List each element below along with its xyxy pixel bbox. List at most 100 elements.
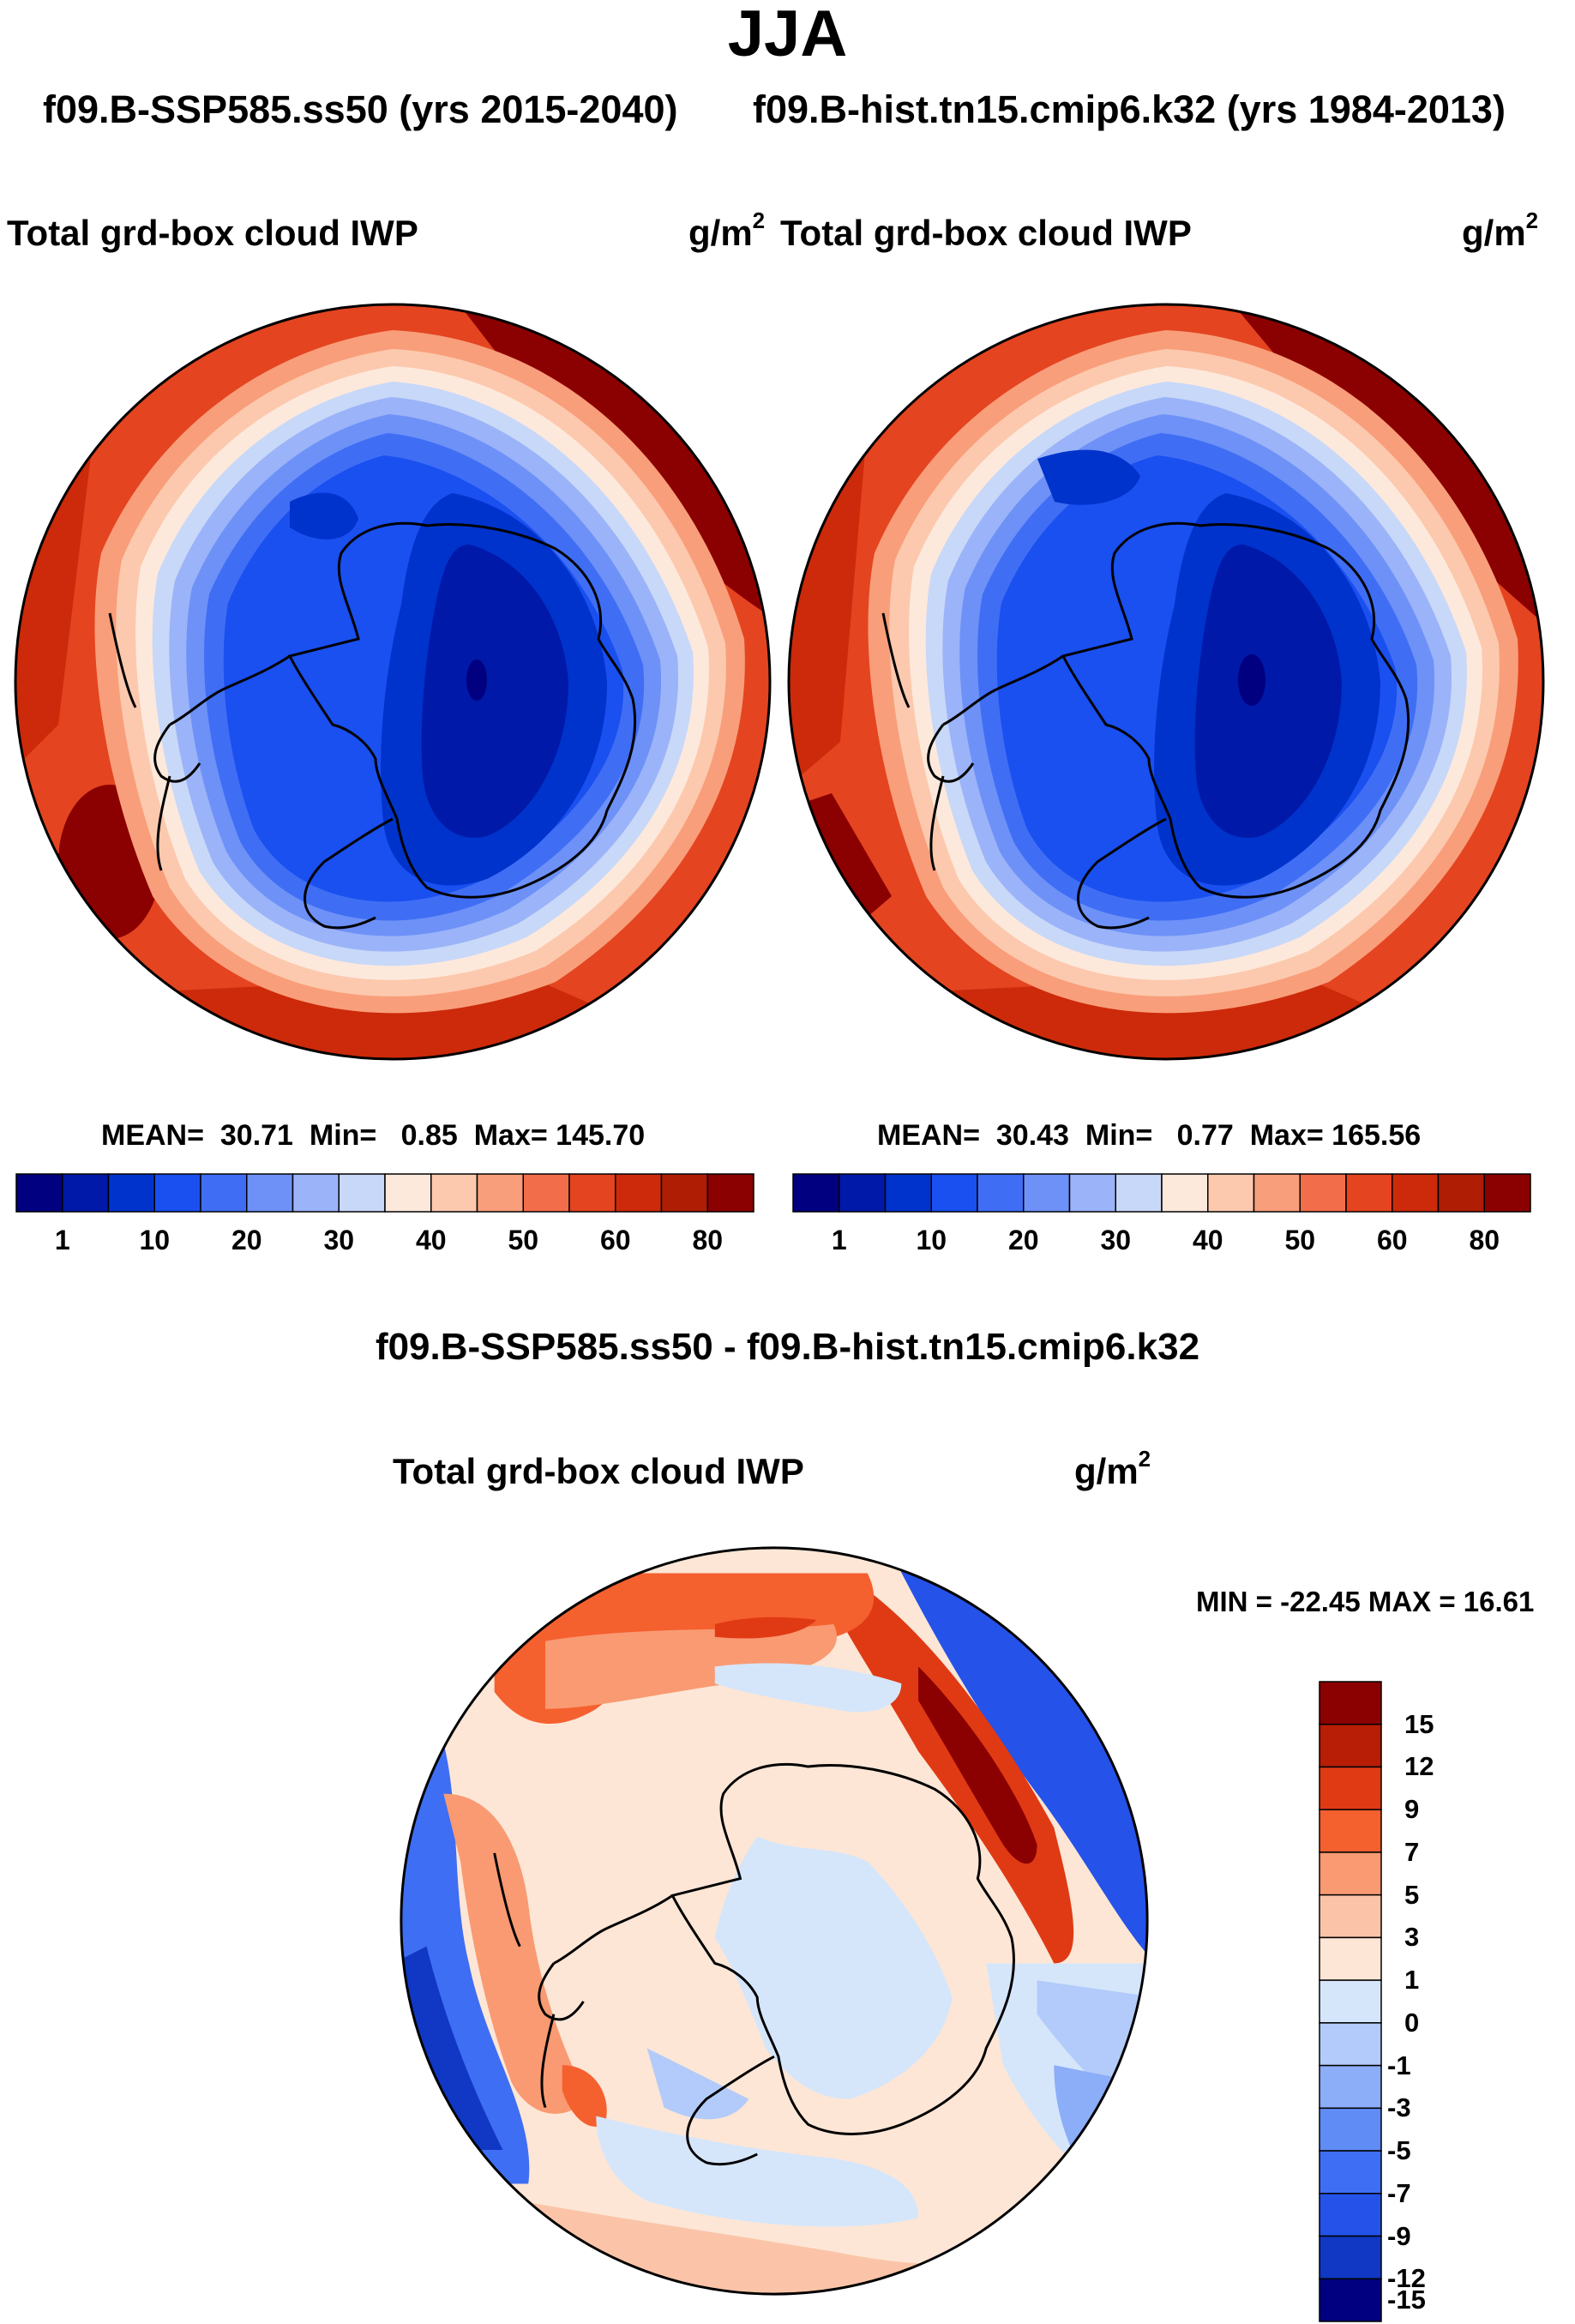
colorbar-swatch [1319, 1851, 1382, 1896]
colorbar-tick-label: 7 [1404, 1836, 1420, 1867]
colorbar-swatch [1319, 2193, 1382, 2237]
panel2-mean: 30.43 [995, 1119, 1069, 1152]
colorbar-tick-label: -7 [1387, 2177, 1411, 2208]
colorbar-tick-label: 1 [831, 1225, 847, 1255]
colorbar-swatch [1319, 2064, 1382, 2110]
main-title: JJA [727, 0, 848, 70]
colorbar-swatch [1319, 2278, 1382, 2322]
colorbar-swatch [476, 1173, 524, 1213]
colorbar-swatch [1115, 1173, 1163, 1213]
colorbar-swatch [615, 1173, 663, 1213]
diff-minmax: MIN = -22.45 MAX = 16.61 [1196, 1586, 1535, 1617]
colorbar-tick-label: 20 [231, 1225, 262, 1255]
colorbar-tick-label: 1 [1404, 1965, 1420, 1996]
colorbar-swatch [1319, 2150, 1382, 2195]
colorbar-tick-label: -3 [1387, 2092, 1411, 2123]
colorbar-tick-label: 20 [1007, 1225, 1039, 1255]
colorbar-tick-label: 5 [1404, 1879, 1420, 1910]
panel2-max: 165.56 [1332, 1119, 1422, 1152]
colorbar-tick-label: 40 [415, 1225, 447, 1255]
colorbar-tick-label: 10 [916, 1225, 947, 1255]
colorbar-tick-label: 30 [323, 1225, 355, 1255]
colorbar-tick-label: -12 [1387, 2263, 1426, 2294]
colorbar-swatch [1319, 1766, 1382, 1810]
colorbar-tick-label: -9 [1387, 2220, 1411, 2251]
colorbar-swatch [792, 1173, 840, 1213]
colorbar-tick-label: 12 [1404, 1751, 1434, 1782]
panel1-units: g/m2 [688, 208, 766, 253]
panel2-stats: MEAN= 30.43 Min= 0.77 Max= 165.56 [877, 1119, 1422, 1152]
colorbar-tick-label: 10 [139, 1225, 171, 1255]
colorbar-swatch [1319, 1723, 1382, 1768]
colorbar-swatch [1161, 1173, 1209, 1213]
colorbar-swatch [706, 1173, 754, 1213]
colorbar-swatch [1253, 1173, 1301, 1213]
subtitle-right: f09.B-hist.tn15.cmip6.k32 (yrs 1984-2013… [753, 87, 1506, 131]
colorbar-tick-label: 50 [508, 1225, 539, 1255]
colorbar-tick-label: 50 [1284, 1225, 1316, 1255]
colorbar-swatch [1437, 1173, 1485, 1213]
colorbar-tick-label: -1 [1387, 2050, 1411, 2080]
colorbar-panel1 [15, 1173, 754, 1213]
colorbar-swatch [1319, 2022, 1382, 2067]
panel2-min: 0.77 [1176, 1119, 1234, 1152]
colorbar-swatch [839, 1173, 887, 1213]
colorbar-swatch [1207, 1173, 1255, 1213]
diff-panel-label: Total grd-box cloud IWP [393, 1451, 804, 1491]
colorbar-swatch [977, 1173, 1025, 1213]
panel1-mean: 30.71 [219, 1119, 293, 1152]
colorbar-swatch [1023, 1173, 1071, 1213]
colorbar-tick-label: 3 [1404, 1922, 1420, 1953]
diff-panel-units: g/m2 [1074, 1446, 1151, 1491]
colorbar-tick-label: 60 [1376, 1225, 1408, 1255]
colorbar-swatch [1299, 1173, 1347, 1213]
colorbar-swatch [246, 1173, 294, 1213]
colorbar-tick-label: 0 [1404, 2007, 1420, 2038]
colorbar-swatch [1319, 1936, 1382, 1981]
colorbar-tick-label: 30 [1100, 1225, 1132, 1255]
polar-map-diff [400, 1546, 1149, 2296]
panel1-min: 0.85 [400, 1119, 458, 1152]
colorbar-diff [1319, 1681, 1382, 2322]
subtitle-left: f09.B-SSP585.ss50 (yrs 2015-2040) [43, 87, 678, 131]
colorbar-swatch [62, 1173, 110, 1213]
colorbar-swatch [1319, 2235, 1382, 2280]
colorbar-swatch [1483, 1173, 1531, 1213]
colorbar-tick-label: 40 [1192, 1225, 1223, 1255]
colorbar-swatch [660, 1173, 708, 1213]
colorbar-swatch [1392, 1173, 1440, 1213]
panel1-max: 145.70 [556, 1119, 646, 1152]
colorbar-tick-label: 80 [692, 1225, 724, 1255]
colorbar-swatch [107, 1173, 155, 1213]
colorbar-tick-label: 15 [1404, 1708, 1434, 1739]
colorbar-tick-label: -15 [1387, 2285, 1426, 2315]
colorbar-tick-label: 9 [1404, 1794, 1420, 1825]
colorbar-swatch [338, 1173, 386, 1213]
colorbar-swatch [1319, 1894, 1382, 1939]
colorbar-swatch [153, 1173, 201, 1213]
colorbar-swatch [1345, 1173, 1393, 1213]
colorbar-swatch [1319, 1809, 1382, 1853]
colorbar-swatch [568, 1173, 616, 1213]
colorbar-swatch [430, 1173, 478, 1213]
panel2-label: Total grd-box cloud IWP [780, 213, 1192, 253]
colorbar-swatch [292, 1173, 340, 1213]
colorbar-swatch [1068, 1173, 1116, 1213]
colorbar-tick-label: 80 [1469, 1225, 1500, 1255]
colorbar-tick-label: 1 [54, 1225, 70, 1255]
colorbar-tick-label: 60 [599, 1225, 631, 1255]
panel1-stats: MEAN= 30.71 Min= 0.85 Max= 145.70 [101, 1119, 646, 1152]
colorbar-tick-label: -5 [1387, 2135, 1411, 2166]
diff-title: f09.B-SSP585.ss50 - f09.B-hist.tn15.cmip… [375, 1326, 1200, 1368]
colorbar-swatch [15, 1173, 63, 1213]
colorbar-swatch [1319, 1979, 1382, 2024]
colorbar-swatch [884, 1173, 932, 1213]
colorbar-swatch [930, 1173, 978, 1213]
panel2-units: g/m2 [1462, 208, 1539, 253]
colorbar-swatch [522, 1173, 570, 1213]
colorbar-swatch [200, 1173, 248, 1213]
polar-map-2 [787, 303, 1545, 1061]
colorbar-swatch [384, 1173, 432, 1213]
colorbar-panel2 [792, 1173, 1531, 1213]
colorbar-swatch [1319, 2107, 1382, 2152]
